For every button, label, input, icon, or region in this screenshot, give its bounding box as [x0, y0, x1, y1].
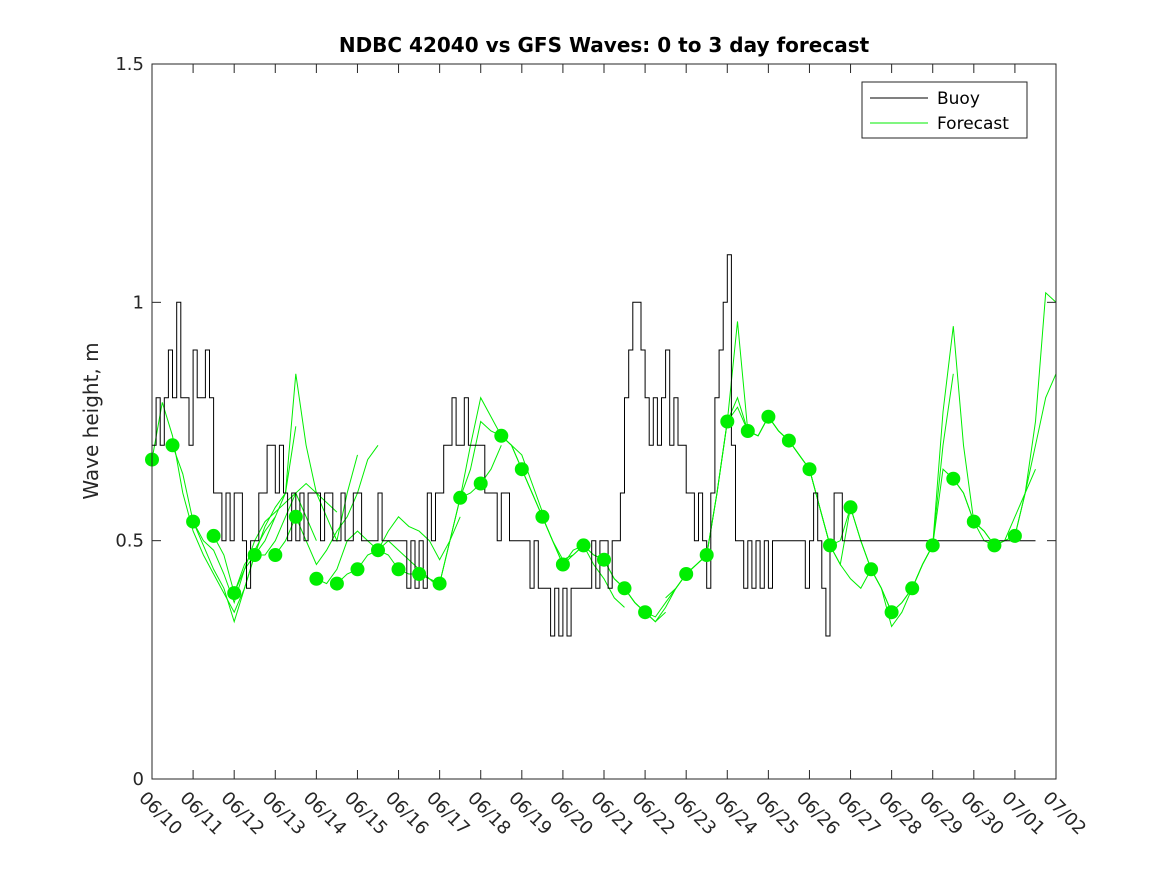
y-tick-label: 1	[133, 292, 144, 313]
forecast-marker	[1007, 528, 1022, 543]
forecast-marker	[371, 543, 385, 558]
legend-label-buoy: Buoy	[937, 89, 980, 109]
forecast-marker	[535, 509, 550, 524]
axes-background	[152, 64, 1056, 779]
forecast-marker	[329, 576, 344, 591]
legend-box	[861, 81, 1028, 139]
forecast-marker	[617, 581, 632, 596]
forecast-marker	[905, 581, 920, 596]
forecast-marker	[268, 548, 283, 562]
legend-label-forecast: Forecast	[937, 114, 1009, 134]
buoy-series-line	[152, 254, 1036, 637]
forecast-marker	[720, 414, 735, 429]
forecast-marker	[925, 538, 940, 553]
forecast-marker	[227, 586, 242, 601]
forecast-marker	[453, 490, 468, 505]
y-axis-label: Wave height, m	[79, 342, 103, 499]
plot-area: 00.511.506/1006/1106/1206/1306/1406/1506…	[115, 54, 1090, 839]
forecast-marker	[494, 428, 509, 443]
y-tick-label: 1.5	[115, 54, 144, 75]
forecast-marker	[288, 509, 303, 524]
forecast-series-line-5	[274, 445, 379, 566]
forecast-marker	[432, 576, 447, 591]
chart-title: NDBC 42040 vs GFS Waves: 0 to 3 day fore…	[339, 33, 870, 57]
forecast-marker	[987, 538, 1002, 553]
forecast-marker	[391, 562, 406, 577]
forecast-marker	[946, 471, 961, 486]
forecast-marker	[781, 433, 796, 448]
forecast-marker	[638, 605, 653, 620]
forecast-marker	[247, 548, 262, 562]
forecast-marker	[679, 567, 694, 581]
forecast-marker	[473, 476, 488, 491]
forecast-marker	[165, 438, 180, 453]
y-tick-label: 0.5	[115, 531, 144, 552]
forecast-marker	[823, 538, 837, 553]
legend: Buoy Forecast	[861, 81, 1028, 139]
forecast-marker	[186, 514, 201, 529]
forecast-marker	[309, 571, 324, 586]
forecast-marker	[843, 500, 858, 515]
forecast-marker	[555, 557, 570, 572]
forecast-marker	[350, 562, 365, 577]
forecast-marker	[740, 424, 755, 438]
forecast-marker	[884, 605, 899, 620]
forecast-marker	[699, 548, 714, 562]
forecast-marker	[576, 538, 591, 553]
forecast-marker	[761, 409, 776, 424]
forecast-marker	[966, 514, 981, 529]
forecast-marker	[206, 528, 221, 543]
forecast-marker	[514, 462, 529, 477]
forecast-marker	[412, 567, 427, 581]
forecast-marker	[597, 552, 611, 567]
forecast-marker	[802, 462, 817, 477]
y-tick-label: 0	[133, 769, 144, 790]
forecast-marker	[864, 562, 879, 577]
